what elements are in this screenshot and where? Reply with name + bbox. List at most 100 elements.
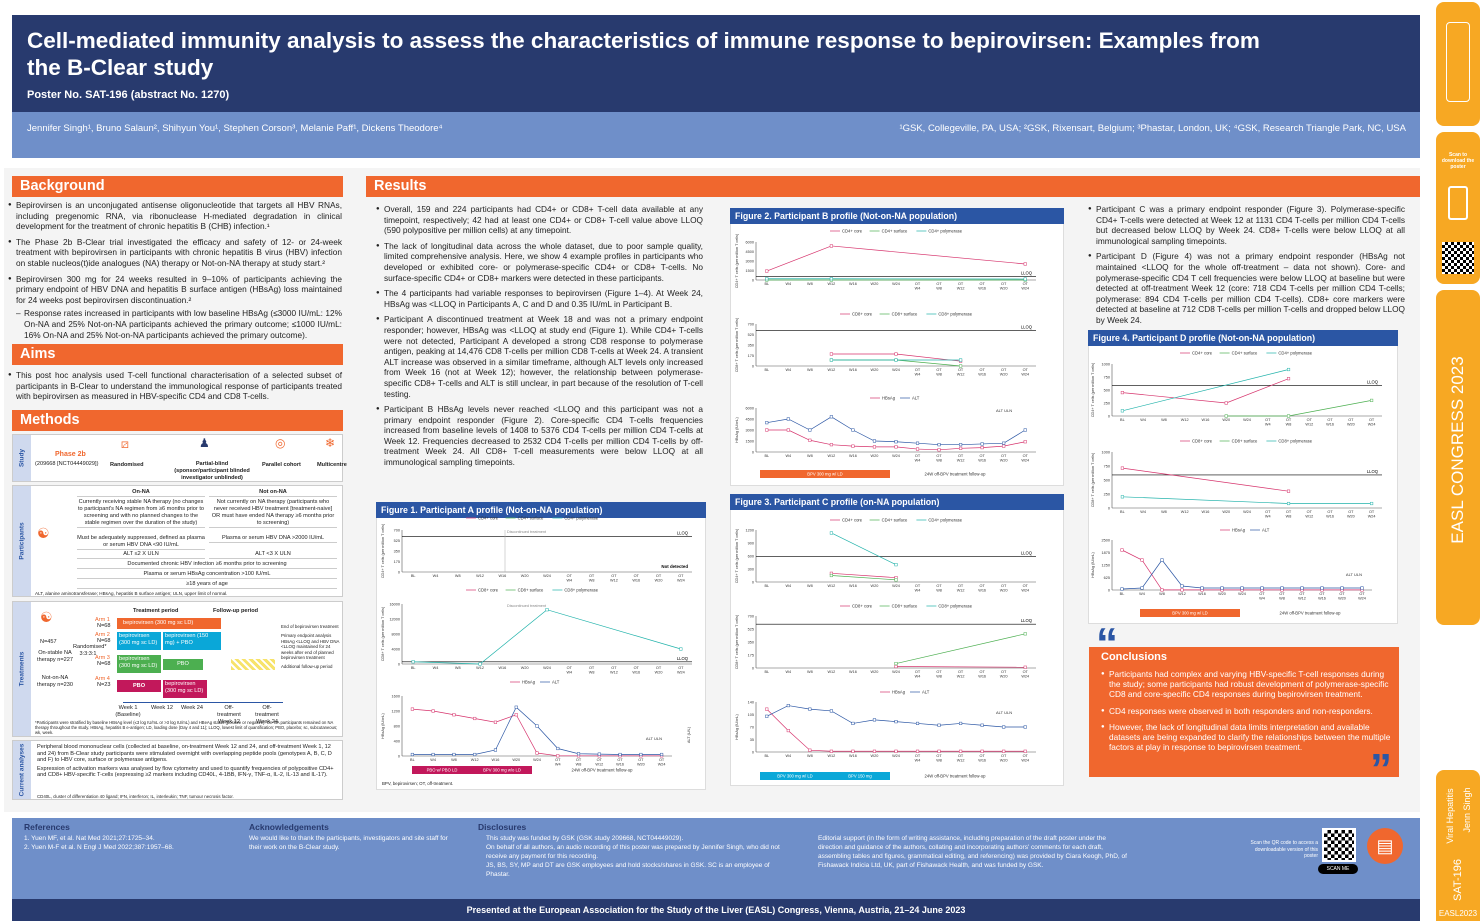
x-tick-label: OT <box>958 282 964 286</box>
data-point <box>410 752 414 757</box>
x-tick-label: OT <box>1307 510 1313 514</box>
x-tick-label: W8 <box>1161 510 1167 514</box>
x-tick-label: W12 <box>595 763 603 767</box>
y-tick-label: 35 <box>750 738 754 742</box>
data-point <box>808 438 812 442</box>
y-tick-label: 175 <box>748 653 754 657</box>
data-point <box>829 531 833 535</box>
x-tick-label: W12 <box>827 368 835 372</box>
data-point <box>1200 586 1204 590</box>
data-point <box>765 421 769 425</box>
data-point <box>660 752 664 757</box>
data-point <box>980 442 984 446</box>
poster-sustainability-badge <box>1436 2 1480 126</box>
legend-label: CD4+ polymerase <box>928 518 962 523</box>
data-point <box>872 445 877 449</box>
x-tick-label: W24 <box>1021 589 1029 593</box>
x-tick-label: OT <box>1001 670 1007 674</box>
x-tick-label: W20 <box>1347 515 1355 519</box>
scan-me-badge: SCAN ME <box>1318 864 1358 874</box>
x-tick-label: W16 <box>616 763 624 767</box>
x-tick-label: W24 <box>1243 510 1251 514</box>
qr-code[interactable] <box>1322 828 1356 862</box>
x-tick-label: W12 <box>1181 510 1189 514</box>
x-tick-label: BL <box>411 666 416 670</box>
participants-cell: Plasma or serum HBsAg concentration >100… <box>77 571 337 579</box>
x-tick-label: OT <box>1359 592 1365 596</box>
legend-label: ALT <box>922 690 930 695</box>
x-tick-label: W12 <box>610 671 618 675</box>
x-tick-label: OT <box>1286 418 1292 422</box>
treatment-bar-label: 24W off-BPV treatment follow-up <box>572 768 634 773</box>
qr-code[interactable] <box>1442 242 1474 274</box>
x-tick-label: OT <box>1286 510 1292 514</box>
x-tick-label: W12 <box>476 666 484 670</box>
data-point <box>1023 725 1027 729</box>
x-tick-label: OT <box>1001 454 1007 458</box>
y-tick-label: 8000 <box>392 632 400 636</box>
arm-n: N=68 <box>97 638 111 644</box>
data-point <box>765 714 769 718</box>
series-line <box>1122 467 1289 492</box>
poster-code: SAT-196 <box>1452 859 1464 901</box>
editorial-text: Editorial support (in the form of writin… <box>818 835 1127 869</box>
data-point <box>1023 428 1027 432</box>
y-tick-label: 0 <box>752 580 754 584</box>
data-point <box>829 443 833 447</box>
data-point <box>1002 725 1006 729</box>
section-background: Background <box>12 176 343 197</box>
x-tick-label: BL <box>1120 510 1125 514</box>
x-tick-label: W4 <box>1139 592 1145 596</box>
x-tick-label: OT <box>1348 418 1354 422</box>
disclosure-item: This study was funded by GSK (GSK study … <box>486 835 684 842</box>
x-tick-label: W16 <box>849 368 857 372</box>
section-aims: Aims <box>12 344 343 365</box>
treatment-bar-label: BPV 300 mg w/o LD <box>483 768 521 773</box>
x-tick-label: W20 <box>871 670 879 674</box>
treatment-bar-label: BPV 150 mg <box>848 774 872 779</box>
data-point <box>556 746 560 751</box>
background-bullet: Bepirovirsen 300 mg for 24 weeks resulte… <box>8 274 342 306</box>
x-tick-label: OT <box>915 670 921 674</box>
results-bullet: Participant D (Figure 4) was not a prima… <box>1088 251 1405 325</box>
treatment-bar-label: 24W off-BPV treatment follow-up <box>1280 611 1342 616</box>
x-tick-label: W20 <box>1000 459 1008 463</box>
data-point <box>597 752 601 756</box>
data-point <box>535 724 539 728</box>
x-tick-label: W20 <box>1222 418 1230 422</box>
data-point <box>1370 398 1374 402</box>
legend-label: CD4+ surface <box>882 518 908 523</box>
arm-label: Arm 3 <box>95 655 110 661</box>
x-tick-label: W20 <box>1000 675 1008 679</box>
document-icon[interactable]: ▤ <box>1367 828 1403 864</box>
x-tick-label: OT <box>915 754 921 758</box>
scan-download-label: Scan to download the poster <box>1441 152 1475 170</box>
y-axis-label: HBsAg (IU/mL) <box>381 713 385 739</box>
x-tick-label: W20 <box>1218 592 1226 596</box>
congress-label: EASL CONGRESS 2023 <box>1448 356 1467 544</box>
x-tick-label: W24 <box>1021 675 1029 679</box>
arm-label: Arm 1 <box>95 617 110 623</box>
x-tick-label: W12 <box>827 754 835 758</box>
y-tick-label: 350 <box>748 640 754 644</box>
data-point <box>493 720 498 724</box>
data-point <box>1224 401 1228 405</box>
x-tick-label: W8 <box>1161 418 1167 422</box>
x-tick-label: W8 <box>807 754 813 758</box>
x-tick-label: BL <box>1120 592 1125 596</box>
data-point <box>535 751 539 755</box>
x-tick-label: W12 <box>476 574 484 578</box>
data-point <box>1240 586 1244 590</box>
data-point <box>1320 586 1324 590</box>
x-tick-label: W20 <box>1222 510 1230 514</box>
analyses-text: Peripheral blood mononuclear cells (coll… <box>37 744 341 779</box>
data-point <box>431 752 435 757</box>
x-tick-label: OT <box>915 454 921 458</box>
y-tick-label: 0 <box>752 666 754 670</box>
figure-4-title: Figure 4. Participant D profile (Not-on-… <box>1088 330 1398 346</box>
series-line <box>831 575 897 581</box>
x-tick-label: W24 <box>1021 759 1029 763</box>
legend-label: ALT <box>552 680 560 685</box>
x-tick-label: W4 <box>433 574 439 578</box>
x-tick-label: W20 <box>1338 597 1346 601</box>
